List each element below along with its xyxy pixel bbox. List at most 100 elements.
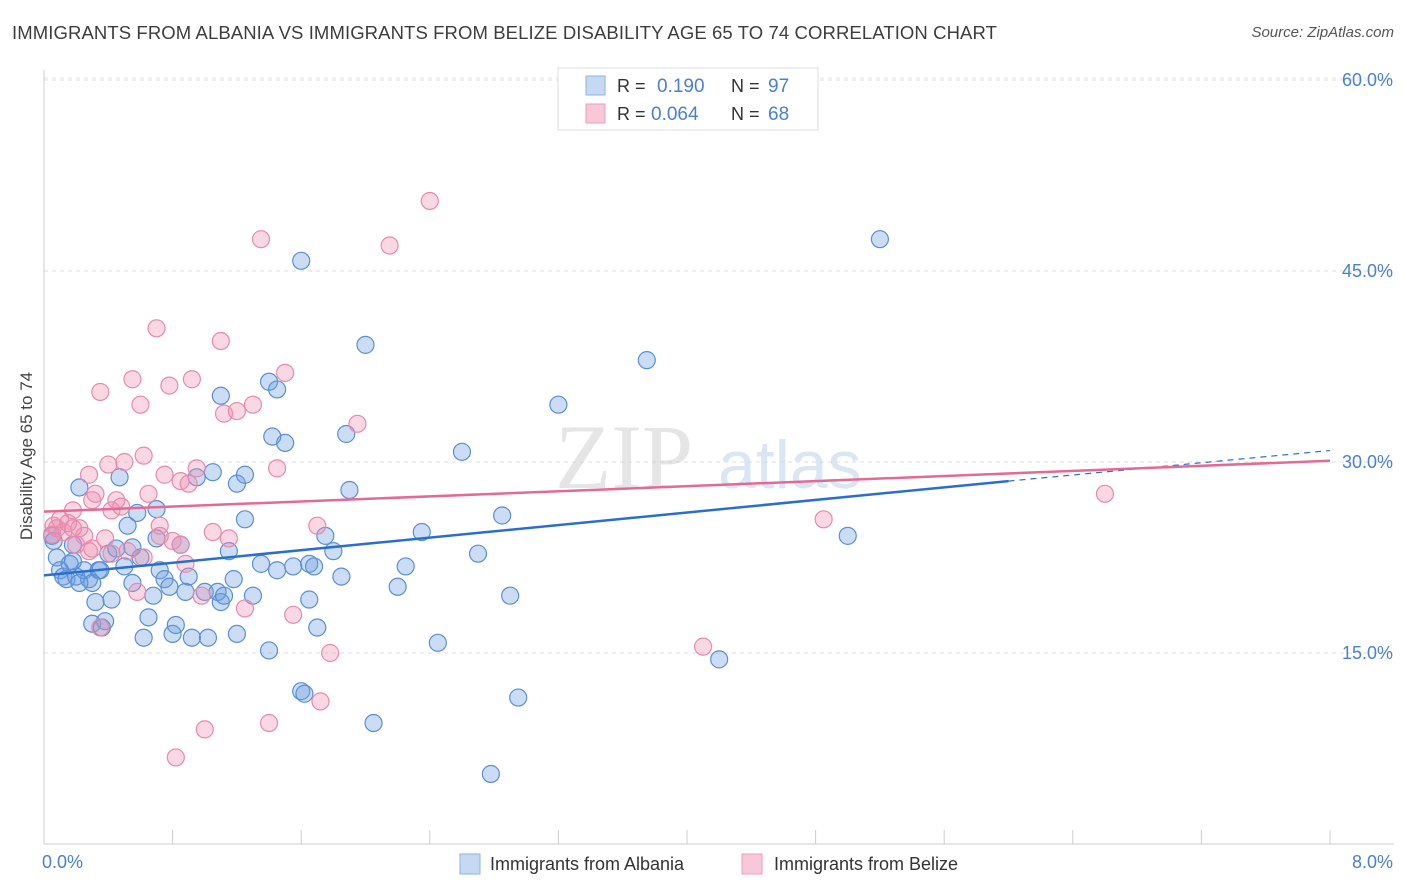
data-point <box>83 491 102 510</box>
data-point <box>134 548 153 567</box>
data-point <box>176 554 195 573</box>
y-tick-label: 45.0% <box>1342 261 1393 281</box>
data-point <box>187 459 206 478</box>
watermark-zip: ZIP <box>555 406 693 508</box>
data-point <box>428 633 447 652</box>
data-point <box>356 335 375 354</box>
data-point <box>150 561 169 580</box>
data-point <box>219 529 238 548</box>
data-point <box>102 590 121 609</box>
data-point <box>380 236 399 255</box>
data-point <box>468 544 488 563</box>
data-point <box>155 465 174 484</box>
data-point <box>102 544 121 563</box>
data-point <box>147 319 166 338</box>
data-point <box>235 510 255 529</box>
data-point <box>259 641 279 660</box>
legend-n-label-belize: N = <box>731 104 760 124</box>
trend-line-albania-projection <box>1008 449 1331 482</box>
data-point <box>292 682 311 701</box>
data-point <box>166 615 185 635</box>
data-point <box>481 764 500 784</box>
data-point <box>83 573 102 593</box>
y-tick-label: 60.0% <box>1342 70 1393 90</box>
data-point <box>332 567 351 586</box>
data-point <box>182 628 201 647</box>
data-point <box>493 506 512 525</box>
data-point <box>243 395 263 414</box>
data-point <box>276 363 295 382</box>
data-point <box>227 401 246 421</box>
data-point <box>814 510 833 529</box>
data-point <box>637 351 656 370</box>
data-point <box>112 497 131 516</box>
data-point <box>251 230 271 249</box>
data-point <box>300 554 319 573</box>
data-point <box>295 684 314 703</box>
data-point <box>91 618 110 637</box>
data-point <box>235 465 255 484</box>
data-point <box>710 650 729 669</box>
stats-legend: R = 0.190 N = 97 R = 0.064 N = 68 <box>557 67 819 131</box>
data-point <box>211 331 230 351</box>
legend-belize-icon <box>741 853 763 875</box>
data-point <box>412 522 431 542</box>
data-point <box>292 251 311 270</box>
data-point <box>324 542 343 561</box>
data-point <box>118 542 137 561</box>
data-point <box>70 478 89 497</box>
data-point <box>123 573 142 593</box>
trend-line-albania <box>43 479 1009 577</box>
data-point <box>420 191 439 211</box>
data-point <box>176 582 195 601</box>
data-point <box>224 570 243 589</box>
data-point <box>107 539 126 558</box>
y-tick-label: 15.0% <box>1342 643 1393 663</box>
data-point <box>79 542 99 561</box>
data-point <box>452 442 472 461</box>
data-point <box>166 748 185 767</box>
legend-r-value-albania: 0.190 <box>657 76 705 97</box>
data-point <box>192 586 211 605</box>
data-point <box>267 561 287 580</box>
data-point <box>83 539 102 558</box>
data-point <box>340 480 359 500</box>
data-point <box>147 500 166 519</box>
data-point <box>308 516 327 535</box>
data-point <box>115 452 134 472</box>
data-point <box>693 637 713 656</box>
data-point <box>70 573 89 593</box>
legend-albania-icon <box>459 853 481 875</box>
data-point <box>118 516 137 535</box>
data-point <box>214 586 234 605</box>
source-note: Source: ZipAtlas.com <box>1251 24 1394 41</box>
series-belize-points <box>42 191 1115 767</box>
data-point <box>284 557 303 576</box>
data-point <box>91 382 110 402</box>
data-point <box>219 542 238 561</box>
data-point <box>348 414 367 433</box>
data-point <box>95 529 115 548</box>
series-legend: Immigrants from Albania Immigrants from … <box>459 853 958 875</box>
data-point <box>870 230 890 249</box>
data-point <box>131 395 150 414</box>
data-point <box>263 427 282 446</box>
data-point <box>139 608 158 627</box>
data-point <box>549 395 568 414</box>
belize-swatch-icon <box>585 103 606 124</box>
legend-belize-label: Immigrants from Belize <box>774 854 958 874</box>
legend-r-label-albania: R = <box>617 76 646 96</box>
data-point <box>501 586 520 605</box>
data-point <box>203 463 222 482</box>
data-point <box>396 557 415 576</box>
data-point <box>284 605 303 624</box>
data-point <box>227 624 246 644</box>
data-point <box>150 516 169 535</box>
data-point <box>63 519 83 538</box>
data-point <box>509 688 528 707</box>
watermark-atlas: atlas <box>718 427 862 503</box>
data-point <box>171 535 190 554</box>
data-point <box>1095 484 1115 503</box>
legend-albania-label: Immigrants from Albania <box>490 854 685 874</box>
